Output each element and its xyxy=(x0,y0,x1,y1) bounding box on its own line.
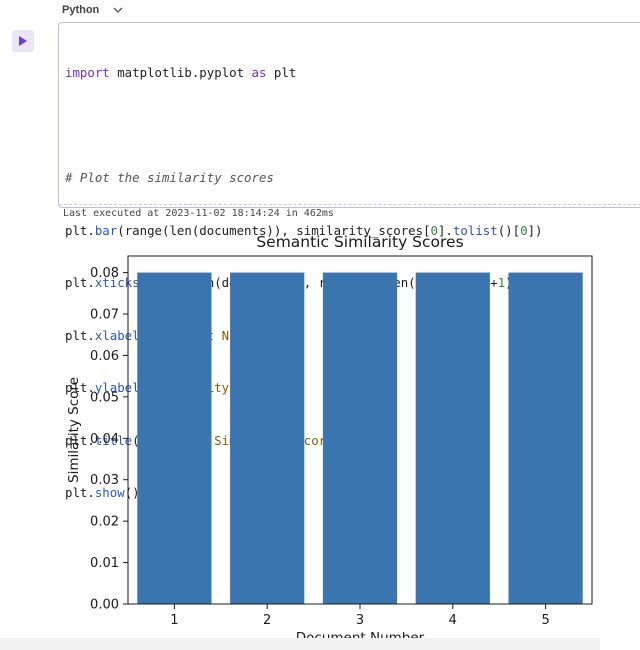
x-tick-label: 4 xyxy=(449,613,457,628)
code-cell[interactable]: import matplotlib.pyplot as plt # Plot t… xyxy=(58,22,640,500)
chevron-down-icon xyxy=(113,5,123,15)
code-line xyxy=(65,117,542,135)
code-line: plt.bar(range(len(documents)), similarit… xyxy=(65,222,543,238)
run-cell-button[interactable] xyxy=(12,30,34,52)
execution-divider xyxy=(59,204,640,205)
y-tick-label: 0.01 xyxy=(90,556,119,571)
code-line: plt.xlabel('Document Number') xyxy=(65,327,282,343)
last-executed-status: Last executed at 2023-11-02 18:14:24 in … xyxy=(63,208,334,219)
code-line: plt.xticks(range(len(documents)), range(… xyxy=(65,275,521,290)
x-tick-label: 2 xyxy=(263,613,271,628)
y-tick-label: 0.00 xyxy=(90,598,119,613)
x-tick-label: 3 xyxy=(356,613,364,628)
code-line: # Plot the similarity scores xyxy=(65,170,274,185)
language-selector[interactable]: Python xyxy=(62,4,123,16)
code-line: plt.show() xyxy=(65,485,140,500)
code-line: plt.title('Semantic Similarity Scores') xyxy=(65,432,356,448)
code-line: import matplotlib.pyplot as plt xyxy=(65,65,297,80)
x-tick-label: 5 xyxy=(541,613,549,628)
output-bottom-strip xyxy=(0,638,600,650)
code-line: plt.ylabel('Similarity Score') xyxy=(65,380,289,395)
play-icon xyxy=(19,36,27,46)
code-editor[interactable]: import matplotlib.pyplot as plt # Plot t… xyxy=(65,29,542,537)
language-label: Python xyxy=(62,4,100,16)
x-tick-label: 1 xyxy=(170,613,178,628)
